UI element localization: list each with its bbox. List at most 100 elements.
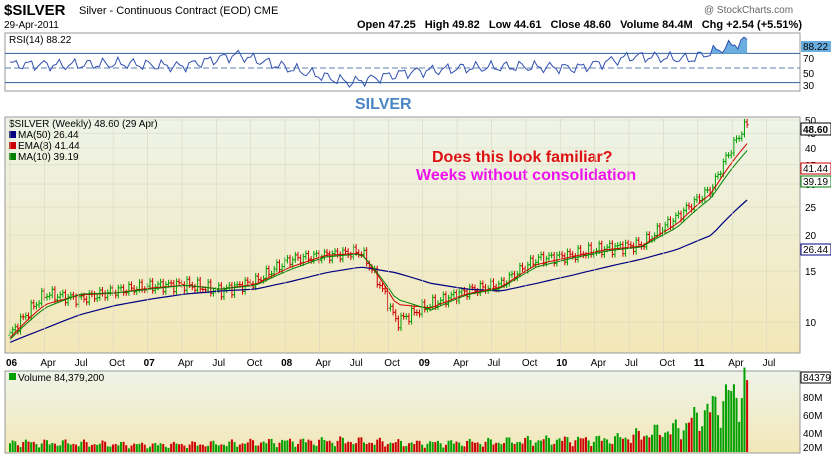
x-tick-label: Jul bbox=[487, 358, 500, 369]
volume-bar bbox=[590, 445, 593, 452]
volume-bar bbox=[376, 439, 379, 452]
volume-bar bbox=[333, 446, 336, 452]
volume-bar bbox=[727, 390, 730, 452]
volume-bar bbox=[273, 443, 276, 452]
volume-bar bbox=[656, 424, 659, 452]
change-value: Chg +2.54 (+5.51%) bbox=[701, 19, 802, 31]
volume-bar bbox=[286, 440, 289, 452]
volume-bar bbox=[484, 441, 487, 452]
x-tick-label: Jul bbox=[350, 358, 363, 369]
volume-bar bbox=[318, 439, 321, 452]
rsi-badge: 88.22 bbox=[803, 42, 828, 53]
volume-bar bbox=[508, 437, 511, 452]
volume-bar bbox=[61, 440, 64, 452]
volume-bar bbox=[561, 440, 564, 452]
volume-bar bbox=[513, 443, 516, 452]
volume-bar bbox=[386, 444, 389, 452]
ema-badge-bg bbox=[800, 162, 831, 175]
volume-bar bbox=[571, 446, 574, 452]
volume-bar bbox=[672, 423, 675, 452]
volume-bar bbox=[447, 440, 450, 452]
volume-bar bbox=[228, 441, 231, 452]
volume-bar bbox=[326, 441, 329, 452]
volume-bar bbox=[735, 397, 738, 452]
ema-badge: 41.44 bbox=[803, 164, 828, 175]
volume-bar bbox=[270, 438, 273, 452]
volume-bar bbox=[328, 440, 331, 452]
volume-bar bbox=[80, 441, 83, 452]
volume-bar bbox=[368, 442, 371, 452]
volume-bar bbox=[249, 438, 252, 452]
silver-label: SILVER bbox=[355, 96, 412, 113]
volume-bar bbox=[22, 442, 25, 452]
volume-bar bbox=[579, 438, 582, 452]
x-tick-label: Oct bbox=[109, 358, 125, 369]
volume-bar bbox=[48, 444, 51, 452]
legend-ma50: MA(50) 26.44 bbox=[18, 130, 79, 141]
volume-bar bbox=[183, 445, 186, 452]
volume-bar bbox=[732, 384, 735, 452]
volume-bar bbox=[238, 444, 241, 452]
volume-bar bbox=[378, 437, 381, 452]
volume-bar bbox=[709, 412, 712, 452]
rsi-badge-bg bbox=[801, 41, 831, 52]
volume-bar bbox=[72, 443, 75, 452]
price-tick-label: 10 bbox=[805, 318, 817, 329]
volume-bar bbox=[220, 444, 223, 452]
volume-bar bbox=[267, 439, 270, 452]
volume-bar bbox=[336, 440, 339, 452]
volume-bar bbox=[141, 442, 144, 452]
rsi-panel bbox=[4, 32, 801, 92]
volume-bar bbox=[463, 446, 466, 452]
volume-bar bbox=[53, 443, 56, 452]
volume-bar bbox=[117, 445, 120, 452]
ma50-badge: 26.44 bbox=[803, 245, 828, 256]
volume-bar bbox=[159, 443, 162, 452]
volume-bar bbox=[217, 445, 220, 452]
volume-bar bbox=[296, 443, 299, 452]
volume-bar bbox=[476, 442, 479, 452]
volume-bar bbox=[125, 445, 128, 452]
volume-bar bbox=[349, 442, 352, 452]
volume-bar bbox=[43, 439, 46, 452]
volume-bar bbox=[529, 440, 532, 452]
volume-value: Volume 84.4M bbox=[620, 19, 693, 31]
price-tick-label: 20 bbox=[805, 231, 817, 242]
x-tick-label: 07 bbox=[144, 358, 156, 369]
rsi-line bbox=[10, 36, 748, 88]
volume-bar bbox=[146, 448, 149, 452]
volume-bar bbox=[537, 440, 540, 452]
ma10-badge-bg bbox=[800, 175, 831, 188]
volume-bar bbox=[410, 442, 413, 452]
volume-bar bbox=[323, 439, 326, 452]
volume-bar bbox=[637, 430, 640, 452]
volume-bar bbox=[209, 441, 212, 452]
volume-bar bbox=[241, 443, 244, 452]
volume-bar bbox=[138, 443, 141, 452]
volume-bar bbox=[500, 444, 503, 452]
volume-bar bbox=[341, 437, 344, 452]
volume-bar bbox=[106, 446, 109, 452]
x-tick-label: Apr bbox=[591, 358, 607, 369]
volume-bar bbox=[402, 446, 405, 452]
volume-bar bbox=[98, 443, 101, 452]
volume-bar bbox=[524, 437, 527, 452]
volume-bar bbox=[492, 444, 495, 452]
volume-bar bbox=[648, 437, 651, 452]
volume-bar bbox=[204, 446, 207, 452]
x-tick-label: 09 bbox=[419, 358, 431, 369]
annotation-question: Does this look familiar? bbox=[432, 149, 612, 166]
volume-bar bbox=[246, 442, 249, 452]
volume-bar bbox=[188, 444, 191, 452]
volume-bar bbox=[149, 446, 152, 452]
volume-bar bbox=[455, 441, 458, 452]
volume-bar bbox=[119, 442, 122, 452]
volume-bar bbox=[355, 443, 358, 452]
x-tick-label: Jul bbox=[763, 358, 776, 369]
volume-bar bbox=[444, 444, 447, 452]
volume-bar bbox=[582, 438, 585, 452]
volume-bar bbox=[101, 440, 104, 452]
volume-bar bbox=[429, 441, 432, 452]
legend-ma50-swatch bbox=[9, 131, 16, 138]
volume-bar bbox=[244, 443, 247, 452]
